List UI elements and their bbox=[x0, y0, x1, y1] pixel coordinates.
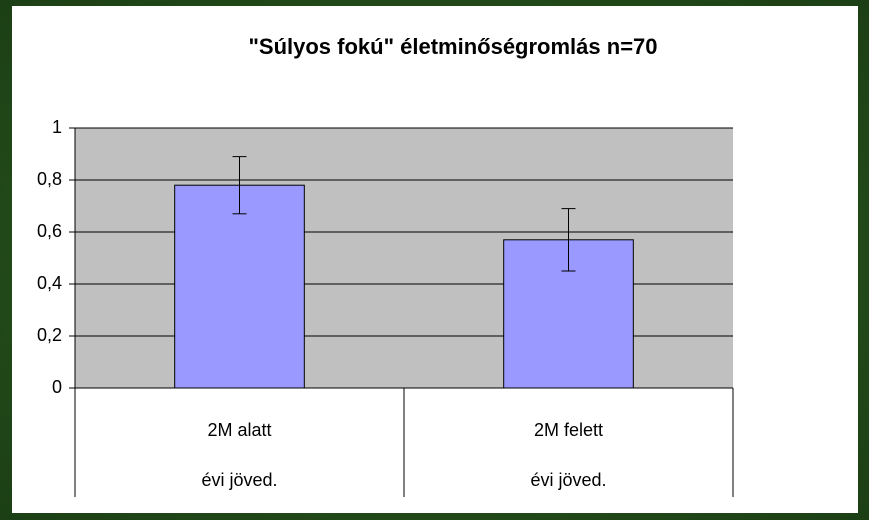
y-tick-label: 0,6 bbox=[37, 221, 62, 241]
x-tick-label: 2M felett bbox=[534, 420, 603, 440]
bar bbox=[174, 184, 305, 389]
y-tick-label: 0 bbox=[52, 377, 62, 397]
x-tick-sublabel: évi jöved. bbox=[201, 470, 277, 490]
y-tick-label: 0,2 bbox=[37, 325, 62, 345]
x-tick-sublabel: évi jöved. bbox=[530, 470, 606, 490]
y-tick-label: 1 bbox=[52, 117, 62, 137]
y-tick-label: 0,4 bbox=[37, 273, 62, 293]
x-tick-label: 2M alatt bbox=[207, 420, 271, 440]
plot-area bbox=[75, 128, 733, 388]
chart-title: "Súlyos fokú" életminőségromlás n=70 bbox=[248, 34, 657, 59]
y-tick-label: 0,8 bbox=[37, 169, 62, 189]
